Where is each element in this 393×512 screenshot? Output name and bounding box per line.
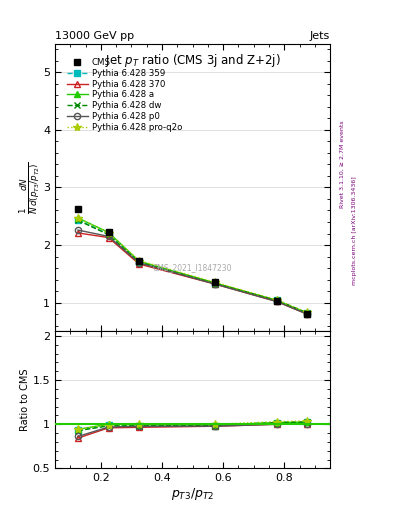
Text: Jet $p_T$ ratio (CMS 3j and Z+2j): Jet $p_T$ ratio (CMS 3j and Z+2j) xyxy=(105,52,281,69)
X-axis label: $p_{T3}/p_{T2}$: $p_{T3}/p_{T2}$ xyxy=(171,486,214,502)
Y-axis label: Ratio to CMS: Ratio to CMS xyxy=(20,369,30,431)
Y-axis label: $\frac{1}{N}\frac{dN}{d(p_{T3}/p_{T2})}$: $\frac{1}{N}\frac{dN}{d(p_{T3}/p_{T2})}$ xyxy=(18,161,42,214)
Text: Jets: Jets xyxy=(310,31,330,41)
Text: Rivet 3.1.10, ≥ 2.7M events: Rivet 3.1.10, ≥ 2.7M events xyxy=(340,120,345,208)
Text: mcplots.cern.ch [arXiv:1306.3436]: mcplots.cern.ch [arXiv:1306.3436] xyxy=(352,176,357,285)
Text: CMS_2021_I1847230: CMS_2021_I1847230 xyxy=(153,264,232,272)
Text: 13000 GeV pp: 13000 GeV pp xyxy=(55,31,134,41)
Legend: CMS, Pythia 6.428 359, Pythia 6.428 370, Pythia 6.428 a, Pythia 6.428 dw, Pythia: CMS, Pythia 6.428 359, Pythia 6.428 370,… xyxy=(65,56,184,133)
